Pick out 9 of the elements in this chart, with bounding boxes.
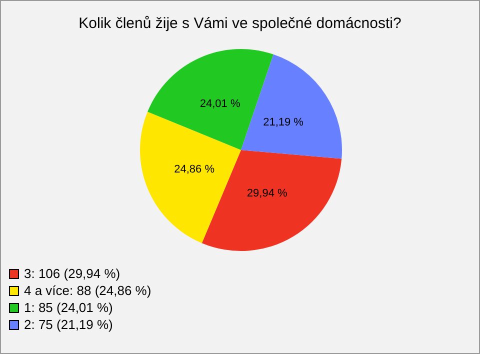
data-label: 29,94 % <box>246 187 288 200</box>
legend-label: 3: 106 (29,94 %) <box>24 266 120 281</box>
legend-label: 2: 75 (21,19 %) <box>24 317 113 332</box>
data-label: 24,86 % <box>174 163 215 176</box>
data-label: 21,19 % <box>263 116 304 128</box>
chart-title: Kolik členů žije s Vámi ve společné domácnosti? <box>78 15 402 32</box>
legend-label: 1: 85 (24,01 %) <box>24 300 113 315</box>
legend-label: 4 a více: 88 (24,86 %) <box>24 283 152 298</box>
data-label: 24,01 % <box>200 98 240 110</box>
